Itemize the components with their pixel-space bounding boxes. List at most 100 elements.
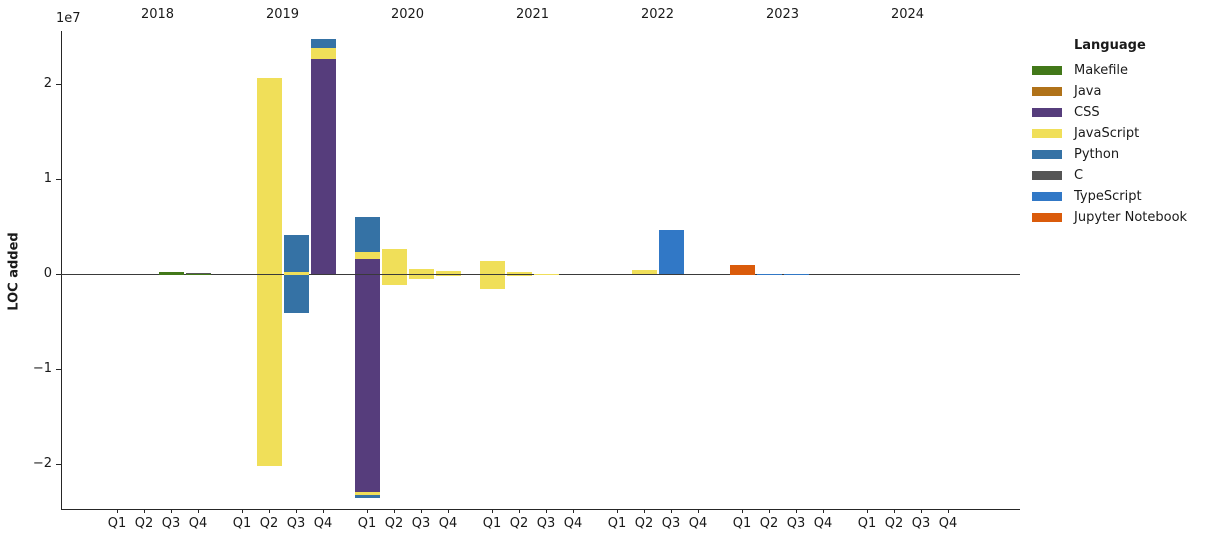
bar-segment-javascript — [435, 274, 461, 276]
quarter-label: Q2 — [134, 516, 154, 531]
y-tick-label: 1 — [43, 170, 52, 186]
bar-segment-javascript — [506, 274, 532, 276]
x-tick-mark — [644, 509, 645, 513]
bar-segment-css — [310, 58, 336, 275]
quarter-label: Q2 — [259, 516, 279, 531]
quarter-label: Q3 — [286, 516, 306, 531]
bar-segment-javascript — [256, 77, 282, 275]
quarter-label: Q1 — [482, 516, 502, 531]
legend-item-label: Makefile — [1074, 63, 1129, 78]
legend-item-label: JavaScript — [1074, 126, 1140, 141]
legend-swatch-icon — [1032, 129, 1062, 138]
bar-segment-java — [185, 273, 211, 274]
x-tick-mark — [144, 509, 145, 513]
quarter-label: Q4 — [313, 516, 333, 531]
y-tick-label: 0 — [43, 265, 52, 281]
x-tick-mark — [894, 509, 895, 513]
x-tick-mark — [546, 509, 547, 513]
legend-swatch-icon — [1032, 87, 1062, 96]
bar-segment-python — [354, 216, 380, 252]
bar-segment-javascript — [408, 268, 434, 275]
bar-segment-javascript — [310, 48, 336, 59]
legend-title: Language — [1074, 38, 1146, 53]
quarter-label: Q2 — [384, 516, 404, 531]
quarter-label: Q1 — [607, 516, 627, 531]
bar-segment-javascript — [631, 270, 657, 275]
quarter-label: Q2 — [634, 516, 654, 531]
bar-segment-typescript — [658, 229, 684, 275]
legend-item-typescript: TypeScript — [1032, 186, 1207, 207]
y-tick-mark — [56, 464, 61, 465]
quarter-label: Q3 — [911, 516, 931, 531]
x-tick-mark — [796, 509, 797, 513]
x-tick-mark — [617, 509, 618, 513]
quarter-label: Q3 — [661, 516, 681, 531]
bar-segment-javascript — [381, 249, 407, 275]
x-tick-mark — [242, 509, 243, 513]
legend-items: Makefile Java CSS JavaScript Python C TypeScri… — [1032, 60, 1207, 228]
legend-item-label: TypeScript — [1074, 189, 1142, 204]
quarter-label: Q1 — [857, 516, 877, 531]
year-label: 2019 — [265, 7, 300, 22]
bar-segment-javascript — [381, 274, 407, 285]
year-label: 2020 — [390, 7, 425, 22]
y-tick-mark — [56, 274, 61, 275]
x-tick-mark — [823, 509, 824, 513]
bar-segment-jupyter-notebook — [729, 265, 755, 275]
quarter-label: Q4 — [688, 516, 708, 531]
bar-segment-python — [310, 39, 336, 49]
bar-segment-python — [283, 274, 309, 313]
quarter-label: Q1 — [732, 516, 752, 531]
x-tick-mark — [198, 509, 199, 513]
zero-line — [61, 274, 1020, 275]
year-label: 2024 — [890, 7, 925, 22]
y-axis-spine — [61, 31, 62, 509]
quarter-label: Q3 — [536, 516, 556, 531]
quarter-label: Q4 — [938, 516, 958, 531]
quarter-label: Q2 — [759, 516, 779, 531]
quarter-label: Q4 — [438, 516, 458, 531]
quarter-label: Q1 — [107, 516, 127, 531]
quarter-label: Q1 — [232, 516, 252, 531]
legend-item-python: Python — [1032, 144, 1207, 165]
year-label: 2023 — [765, 7, 800, 22]
legend-item-label: C — [1074, 168, 1084, 183]
legend-item-c: C — [1032, 165, 1207, 186]
x-tick-mark — [769, 509, 770, 513]
legend-swatch-icon — [1032, 171, 1062, 180]
bar-segment-c — [185, 272, 211, 274]
bar-segment-makefile — [185, 273, 211, 275]
bar-segment-css — [354, 258, 380, 275]
legend: Language Makefile Java CSS JavaScript Python… — [1032, 38, 1207, 238]
legend-item-label: Jupyter Notebook — [1074, 210, 1188, 225]
x-tick-mark — [867, 509, 868, 513]
x-tick-mark — [519, 509, 520, 513]
legend-swatch-icon — [1032, 108, 1062, 117]
x-tick-mark — [421, 509, 422, 513]
x-tick-mark — [742, 509, 743, 513]
x-axis-spine — [61, 509, 1020, 510]
x-tick-mark — [948, 509, 949, 513]
x-tick-mark — [171, 509, 172, 513]
x-tick-mark — [448, 509, 449, 513]
bar-segment-javascript — [408, 274, 434, 280]
legend-item-javascript: JavaScript — [1032, 123, 1207, 144]
bar-segment-javascript — [354, 251, 380, 259]
year-label: 2018 — [140, 7, 175, 22]
y-axis-scale-label: 1e7 — [56, 11, 81, 26]
bar-segment-javascript — [435, 271, 461, 275]
quarter-label: Q3 — [161, 516, 181, 531]
legend-item-makefile: Makefile — [1032, 60, 1207, 81]
quarter-label: Q4 — [813, 516, 833, 531]
quarter-label: Q2 — [509, 516, 529, 531]
legend-item-label: CSS — [1074, 105, 1100, 120]
legend-swatch-icon — [1032, 66, 1062, 75]
bar-segment-python — [354, 495, 380, 499]
legend-swatch-icon — [1032, 192, 1062, 201]
quarter-label: Q3 — [411, 516, 431, 531]
x-tick-mark — [323, 509, 324, 513]
legend-item-jupyter-notebook: Jupyter Notebook — [1032, 207, 1207, 228]
bar-segment-typescript — [756, 273, 782, 275]
legend-item-java: Java — [1032, 81, 1207, 102]
